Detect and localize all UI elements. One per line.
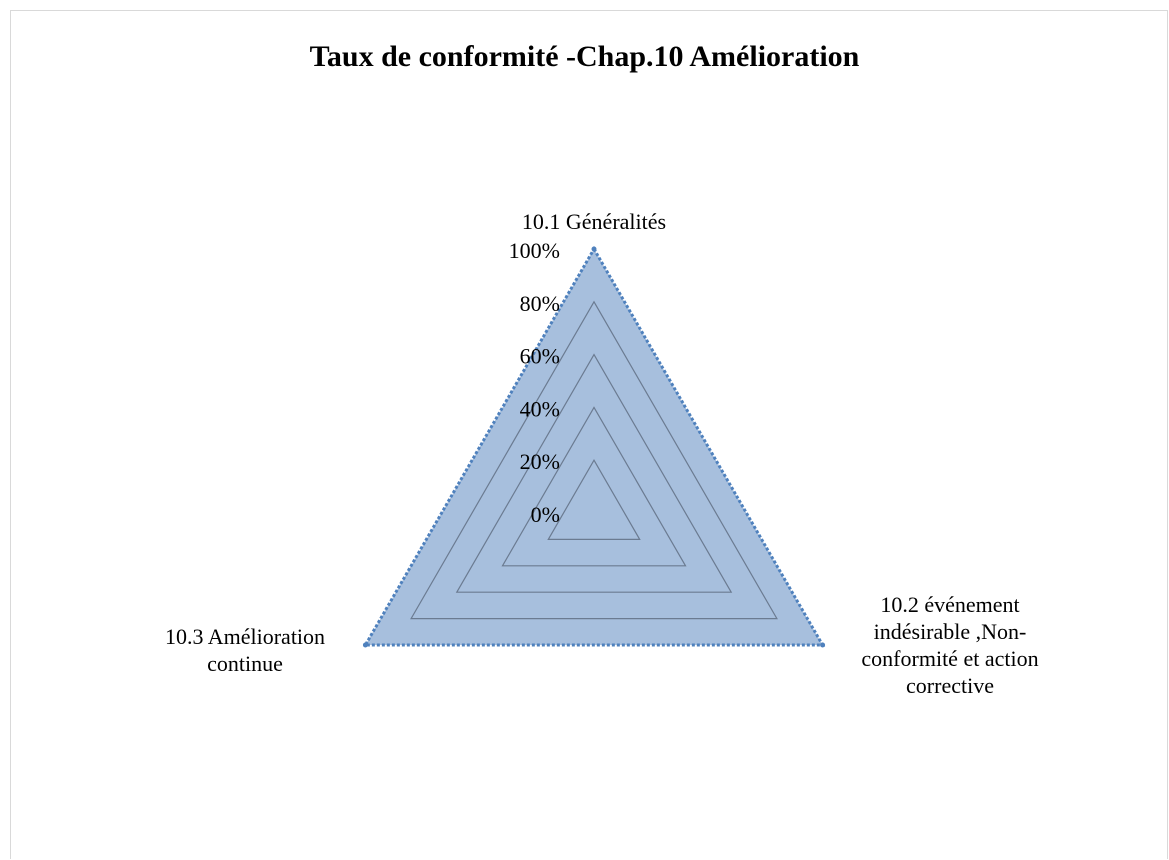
tick-label-5: 100% <box>509 238 560 263</box>
tick-label-0: 0% <box>531 502 560 527</box>
data-point-0 <box>591 246 597 252</box>
category-label-line: conformité et action <box>861 646 1038 671</box>
chart-title: Taux de conformité -Chap.10 Amélioration <box>309 40 860 73</box>
grid-layer <box>410 300 778 620</box>
category-label-line: 10.3 Amélioration <box>165 624 325 649</box>
category-label-line: corrective <box>906 673 994 698</box>
grid-ring-2 <box>501 406 687 567</box>
data-point-1 <box>820 642 826 648</box>
grid-ring-4 <box>410 300 778 620</box>
data-point-2 <box>362 642 368 648</box>
category-label-line: continue <box>207 651 283 676</box>
series-layer <box>362 245 826 648</box>
tick-layer: 0% 20% 40% 60% 80% 100% <box>509 238 560 527</box>
category-label-line: 10.1 Généralités <box>522 209 666 234</box>
category-layer: 10.1 Généralités 10.2 événement indésirabl… <box>165 209 1039 698</box>
category-label-2: 10.3 Amélioration continue <box>165 624 325 676</box>
tick-label-3: 60% <box>520 344 560 369</box>
grid-ring-1 <box>547 458 641 541</box>
category-label-1: 10.2 événement indésirable ,Non-conformit… <box>861 592 1038 698</box>
tick-label-1: 20% <box>520 449 560 474</box>
tick-label-4: 80% <box>520 291 560 316</box>
category-label-0: 10.1 Généralités <box>522 209 666 234</box>
series-area-0 <box>362 245 826 647</box>
category-label-line: indésirable ,Non- <box>874 619 1027 644</box>
tick-label-2: 40% <box>520 396 560 421</box>
grid-ring-3 <box>455 353 733 593</box>
category-label-line: 10.2 événement <box>880 592 1019 617</box>
